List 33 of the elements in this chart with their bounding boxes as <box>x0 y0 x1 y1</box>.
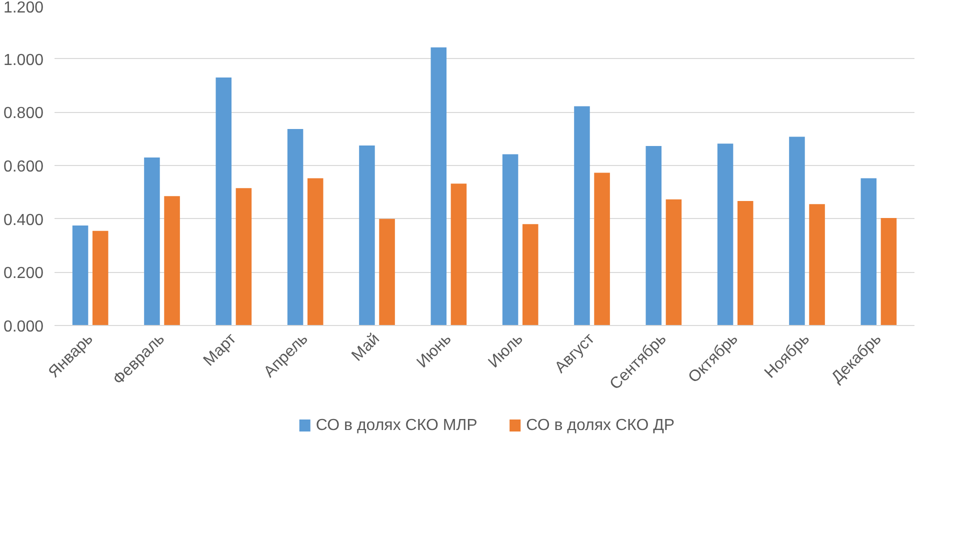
legend-label: СО в долях СКО ДР <box>526 417 675 434</box>
bar <box>522 224 538 326</box>
bar <box>860 178 877 326</box>
y-tick-label: 0.400 <box>3 212 44 229</box>
bar <box>92 230 108 326</box>
bar <box>236 188 252 326</box>
bar <box>789 136 805 326</box>
y-tick-label: 0.000 <box>3 318 44 336</box>
y-tick-label: 0.200 <box>3 265 44 282</box>
bar <box>144 158 160 326</box>
y-tick-label: 0.800 <box>3 105 44 122</box>
bar <box>880 218 897 326</box>
bar <box>574 106 590 326</box>
y-tick-label: 1.000 <box>3 52 44 69</box>
bar <box>450 184 467 326</box>
bar <box>164 196 180 326</box>
y-tick-label: 1.200 <box>3 0 44 16</box>
bar <box>502 154 518 326</box>
bar <box>594 172 610 326</box>
bar <box>717 144 734 326</box>
bar <box>737 200 754 326</box>
bar <box>646 146 662 326</box>
bar <box>287 128 304 326</box>
y-tick-label: 0.600 <box>3 158 44 176</box>
bar <box>809 204 825 326</box>
bar <box>379 218 395 326</box>
bar <box>359 146 375 326</box>
bar <box>307 178 324 326</box>
bar <box>72 226 88 326</box>
bar <box>216 78 232 326</box>
bar <box>666 199 682 326</box>
legend-label: СО в долях СКО МЛР <box>316 417 478 434</box>
bar <box>430 47 447 326</box>
